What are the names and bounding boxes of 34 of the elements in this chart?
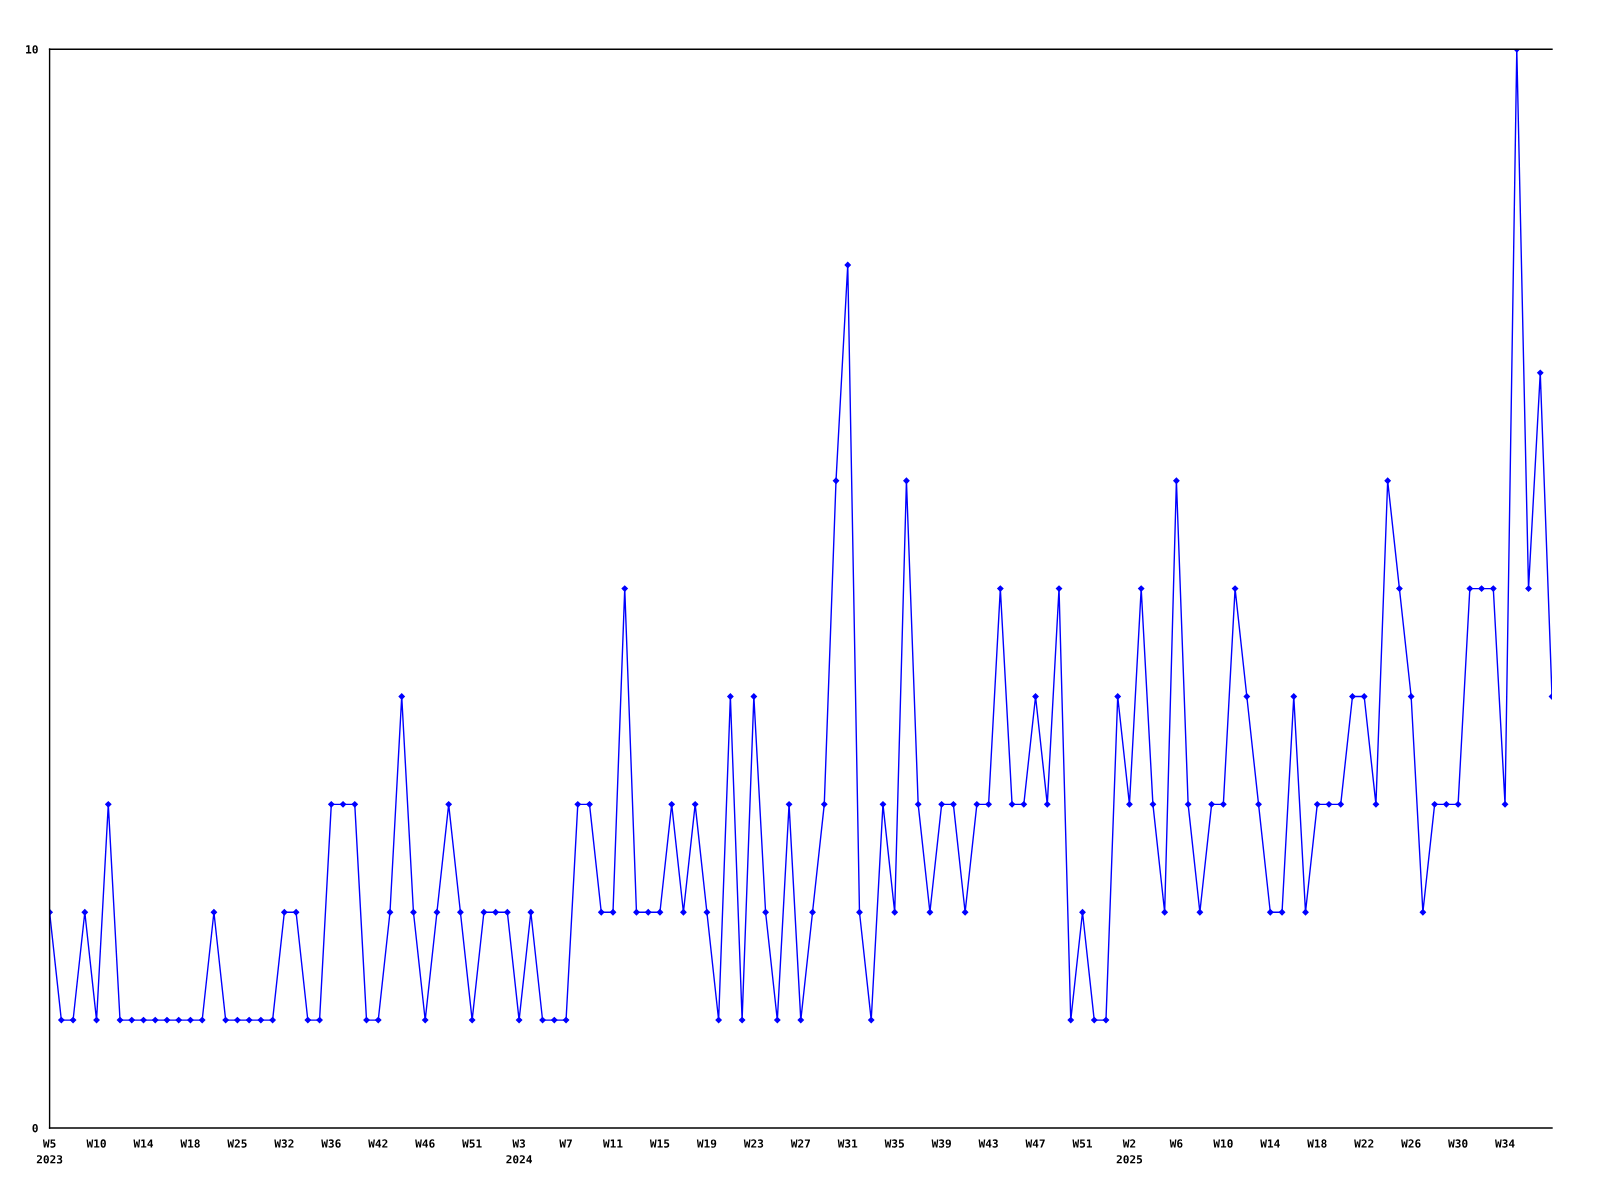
x-tick-label: W15 bbox=[649, 1139, 670, 1148]
x-tick-label: W43 bbox=[978, 1139, 998, 1148]
x-tick-label: W14 bbox=[1260, 1139, 1280, 1148]
x-tick-label: W36 bbox=[321, 1139, 341, 1148]
y-tick-label: 0 bbox=[32, 1123, 38, 1133]
x-tick-label: W19 bbox=[696, 1139, 717, 1148]
x-tick-label: W42 bbox=[368, 1139, 388, 1148]
x-tick-label: W3 2024 bbox=[506, 1139, 532, 1164]
y-tick-label: 10 bbox=[26, 45, 38, 54]
x-tick-label: W10 bbox=[86, 1139, 106, 1148]
x-tick-label: W39 bbox=[931, 1139, 951, 1148]
x-tick-label: W32 bbox=[274, 1139, 294, 1148]
x-tick-label: W10 bbox=[1213, 1139, 1233, 1148]
x-tick-label: W30 bbox=[1448, 1139, 1468, 1148]
x-tick-label: W5 2023 bbox=[36, 1139, 63, 1164]
x-tick-label: W7 bbox=[559, 1139, 572, 1148]
x-tick-label: W26 bbox=[1401, 1139, 1421, 1148]
x-tick-label: W18 bbox=[1307, 1139, 1327, 1148]
x-tick-label: W18 bbox=[180, 1139, 200, 1148]
x-tick-label: W23 bbox=[743, 1139, 764, 1148]
x-tick-label: W47 bbox=[1025, 1139, 1045, 1148]
x-tick-label: W11 bbox=[602, 1139, 623, 1148]
x-tick-label: W14 bbox=[133, 1139, 154, 1148]
x-tick-label: W2 2025 bbox=[1116, 1139, 1143, 1164]
x-tick-label: W6 bbox=[1169, 1139, 1183, 1148]
x-tick-label: W27 bbox=[790, 1139, 810, 1148]
x-tick-label: W22 bbox=[1354, 1139, 1374, 1148]
x-tick-label: W51 bbox=[462, 1139, 482, 1148]
x-tick-label: W46 bbox=[415, 1139, 435, 1148]
x-tick-label: W51 bbox=[1072, 1139, 1092, 1148]
x-tick-label: W34 bbox=[1495, 1139, 1515, 1148]
x-tick-label: W35 bbox=[884, 1139, 904, 1148]
x-tick-label: W31 bbox=[837, 1139, 858, 1148]
x-tick-label: W25 bbox=[227, 1139, 247, 1148]
